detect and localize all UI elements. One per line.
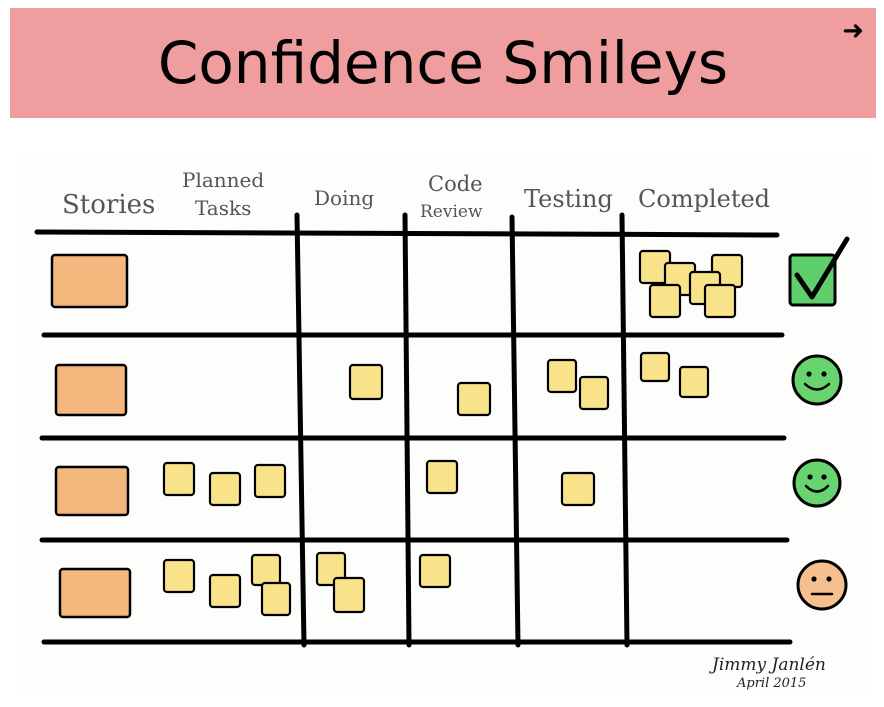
story-card-1 bbox=[50, 253, 129, 309]
story-card-2 bbox=[54, 363, 128, 417]
task-sticky bbox=[162, 558, 196, 594]
happy-smiley-icon bbox=[792, 458, 842, 508]
signature-date: April 2015 bbox=[736, 676, 806, 691]
board-background bbox=[22, 155, 870, 693]
header-review: Review bbox=[420, 202, 483, 222]
task-sticky bbox=[678, 365, 710, 399]
task-sticky bbox=[560, 471, 596, 507]
col-line-4 bbox=[619, 212, 630, 648]
task-sticky bbox=[639, 351, 671, 383]
task-sticky bbox=[703, 283, 737, 319]
task-sticky bbox=[648, 283, 682, 319]
task-sticky bbox=[418, 553, 452, 589]
story-card-4 bbox=[58, 567, 132, 619]
header-tasks: Tasks bbox=[195, 196, 251, 220]
task-sticky bbox=[425, 459, 459, 495]
header-testing: Testing bbox=[524, 185, 613, 213]
task-sticky bbox=[332, 576, 366, 614]
neutral-smiley-icon bbox=[796, 559, 848, 611]
task-sticky bbox=[208, 471, 242, 507]
header-code: Code bbox=[428, 172, 483, 196]
header-planned: Planned bbox=[182, 168, 264, 192]
task-board-drawing: Stories Planned Tasks Doing Code Review … bbox=[22, 155, 870, 693]
checkbox-done-icon bbox=[788, 236, 850, 307]
task-sticky bbox=[578, 375, 610, 411]
col-line-1 bbox=[294, 212, 307, 648]
task-sticky bbox=[162, 461, 196, 497]
col-line-3 bbox=[509, 214, 521, 648]
title-banner: Confidence Smileys ➜ bbox=[10, 8, 876, 118]
signature-name: Jimmy Janlén bbox=[709, 655, 826, 675]
slide-title: Confidence Smileys bbox=[157, 29, 729, 97]
task-sticky bbox=[253, 463, 287, 499]
task-sticky bbox=[260, 581, 292, 617]
header-stories: Stories bbox=[62, 190, 155, 220]
happy-smiley-icon bbox=[791, 354, 843, 406]
col-line-2 bbox=[402, 212, 412, 648]
task-sticky bbox=[208, 573, 242, 609]
right-arrow-icon[interactable]: ➜ bbox=[842, 16, 864, 46]
header-completed: Completed bbox=[638, 185, 770, 213]
task-sticky bbox=[348, 363, 384, 401]
task-sticky bbox=[456, 381, 492, 417]
task-board: Stories Planned Tasks Doing Code Review … bbox=[22, 155, 870, 693]
task-sticky bbox=[250, 553, 282, 587]
task-sticky bbox=[546, 358, 578, 394]
header-doing: Doing bbox=[314, 186, 374, 210]
story-card-3 bbox=[54, 465, 130, 517]
